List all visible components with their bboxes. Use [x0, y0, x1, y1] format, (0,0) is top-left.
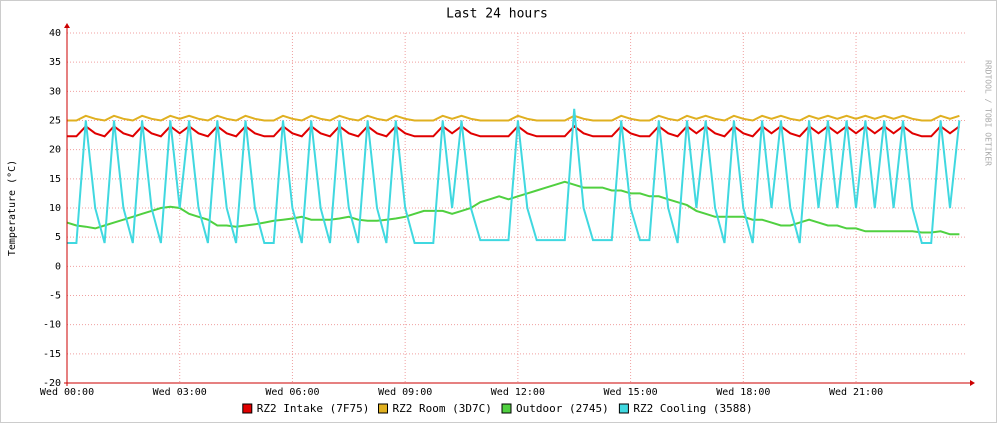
y-tick-label: -15 [43, 349, 61, 360]
x-tick-label: Wed 15:00 [604, 387, 658, 398]
watermark: RRDTOOL / TOBI OETIKER [984, 60, 993, 166]
series-line [67, 108, 961, 244]
y-tick-label: 15 [49, 174, 61, 185]
legend-swatch [242, 403, 253, 414]
y-tick-label: 25 [49, 116, 61, 127]
chart-title: Last 24 hours [446, 7, 548, 22]
x-tick-label: Wed 21:00 [829, 387, 883, 398]
y-tick-label: 0 [55, 261, 61, 272]
legend-label: Outdoor (2745) [516, 402, 609, 415]
plot-area [67, 33, 965, 383]
y-tick-label: 5 [55, 232, 61, 243]
y-axis-arrow [64, 23, 70, 28]
y-axis-label: Temperature (°C) [7, 160, 18, 256]
legend-swatch [618, 403, 629, 414]
series-line [67, 114, 960, 122]
y-tick-label: 10 [49, 203, 61, 214]
y-tick-label: 30 [49, 86, 61, 97]
series-line [66, 180, 960, 236]
y-tick-label: 35 [49, 57, 61, 68]
legend-label: RZ2 Cooling (3588) [633, 402, 752, 415]
y-tick-label: 20 [49, 145, 61, 156]
x-tick-label: Wed 09:00 [378, 387, 432, 398]
y-tick-label: -10 [43, 320, 61, 331]
legend-label: RZ2 Intake (7F75) [257, 402, 370, 415]
legend-label: RZ2 Room (3D7C) [393, 402, 492, 415]
x-tick-label: Wed 18:00 [716, 387, 770, 398]
legend-swatch [501, 403, 512, 414]
x-tick-label: Wed 00:00 [40, 387, 94, 398]
legend-swatch [378, 403, 388, 414]
y-tick-label: 40 [49, 28, 61, 39]
x-tick-label: Wed 06:00 [265, 387, 319, 398]
x-tick-label: Wed 12:00 [491, 387, 545, 398]
y-tick-label: -20 [43, 378, 61, 389]
y-tick-label: -5 [49, 291, 61, 302]
x-axis-arrow [970, 380, 975, 386]
x-tick-label: Wed 03:00 [153, 387, 207, 398]
